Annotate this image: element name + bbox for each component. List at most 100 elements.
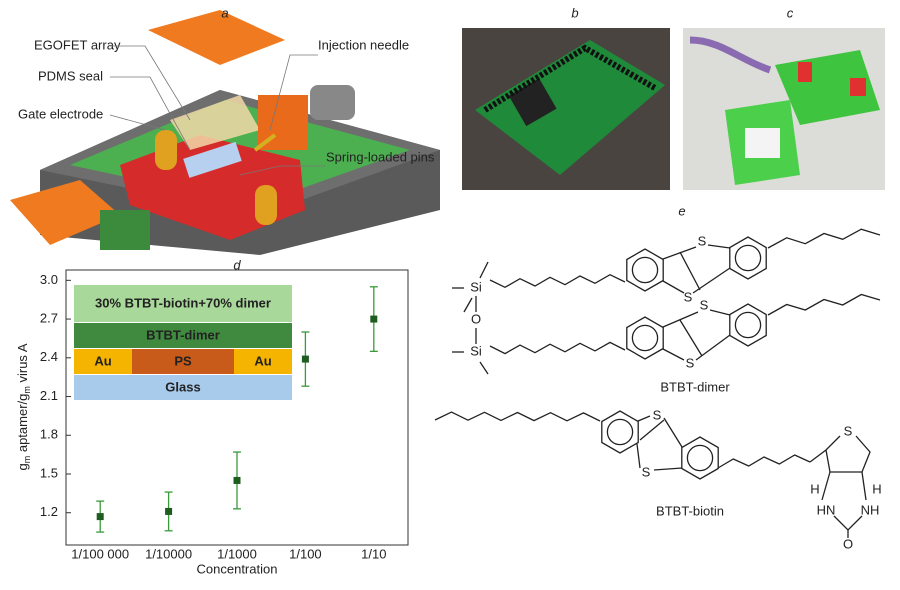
device-label: Gate electrode — [18, 106, 103, 121]
panel-label: e — [678, 203, 685, 218]
device-label: PDMS seal — [38, 68, 103, 83]
chain — [717, 454, 811, 469]
device-label: EGOFET array — [34, 37, 121, 52]
ring-inner — [606, 418, 634, 446]
atom-label: HN — [817, 502, 836, 517]
y-label-part: g — [15, 463, 30, 470]
y-label-part: virus A — [15, 343, 30, 386]
ring — [681, 436, 719, 480]
x-tick-label: 1/100 — [289, 546, 322, 561]
point — [233, 476, 241, 484]
panel-label: b — [571, 5, 578, 20]
y-axis-label: gm aptamer/gm virus A — [15, 343, 32, 470]
panel-label: d — [233, 257, 241, 272]
bond — [861, 471, 867, 501]
ring — [601, 410, 639, 454]
leader-line — [109, 114, 166, 131]
bond — [821, 471, 831, 501]
atom-label: Si — [470, 279, 482, 294]
atom-label: Si — [470, 343, 482, 358]
inset-layers — [74, 285, 292, 400]
inset-label: Au — [94, 353, 111, 368]
atom-label: S — [686, 355, 695, 370]
bond — [707, 244, 731, 249]
atom-label: O — [843, 536, 853, 551]
y-tick-label: 2.7 — [40, 310, 58, 325]
device-label: Spring-loaded pins — [326, 149, 435, 164]
chemical-structures — [434, 228, 881, 538]
atom-label: H — [872, 481, 881, 496]
bond — [825, 435, 871, 473]
bond — [639, 419, 665, 441]
atom-label: S — [844, 423, 853, 438]
point — [165, 507, 173, 515]
bond — [479, 361, 489, 375]
ring-inner — [631, 256, 659, 284]
atom-label: S — [684, 289, 693, 304]
chain — [489, 341, 626, 355]
bond — [662, 246, 697, 260]
inset-label: 30% BTBT-biotin+70% dimer — [95, 295, 271, 310]
bond — [636, 443, 641, 469]
inset-label: Glass — [165, 379, 200, 394]
bond — [662, 280, 685, 294]
atom-label: NH — [861, 502, 880, 517]
leader-line — [239, 165, 326, 176]
x-tick-label: 1/1000 — [217, 546, 257, 561]
ring-inner — [734, 311, 762, 339]
y-tick-label: 2.1 — [40, 388, 58, 403]
point — [96, 513, 104, 521]
chain — [767, 293, 881, 316]
ring — [626, 316, 664, 360]
bond — [663, 417, 683, 448]
atom-label: S — [698, 233, 707, 248]
y-label-part: aptamer/ — [15, 400, 30, 455]
panel-label: a — [221, 5, 228, 20]
y-label-part: m — [22, 456, 32, 464]
x-tick-label: 1/100 000 — [71, 546, 129, 561]
bond — [653, 467, 683, 471]
leader-line — [110, 76, 191, 151]
bond — [695, 334, 731, 361]
bond — [479, 261, 489, 279]
ring-inner — [686, 444, 714, 472]
bond — [463, 297, 473, 313]
inset-label: BTBT-dimer — [146, 327, 220, 342]
photo-board — [462, 28, 670, 190]
chain — [489, 273, 626, 289]
structure-name: BTBT-dimer — [660, 379, 730, 394]
y-tick-label: 2.4 — [40, 349, 58, 364]
atom-label: S — [653, 407, 662, 422]
y-label-part: m — [22, 386, 32, 394]
device-label: Injection needle — [318, 37, 409, 52]
y-tick-label: 1.8 — [40, 427, 58, 442]
inset-label: Au — [254, 353, 271, 368]
y-label-part: g — [15, 394, 30, 401]
chain — [434, 411, 601, 422]
bond — [662, 348, 685, 361]
bond — [692, 267, 731, 294]
chain — [767, 228, 881, 249]
x-tick-label: 1/10 — [361, 546, 386, 561]
ring-inner — [631, 324, 659, 352]
bond — [709, 309, 731, 316]
leader-line — [110, 45, 191, 121]
point — [301, 355, 309, 363]
device-illustration — [10, 10, 440, 255]
atom-label: S — [642, 464, 651, 479]
atom-label: S — [700, 297, 709, 312]
structure-name: BTBT-biotin — [656, 503, 724, 518]
inset-label: PS — [174, 353, 192, 368]
atom-label: H — [810, 481, 819, 496]
point — [370, 315, 378, 323]
atom-label: O — [471, 311, 481, 326]
ring-inner — [734, 244, 762, 272]
y-tick-label: 3.0 — [40, 272, 58, 287]
photo-device — [683, 28, 885, 190]
leader-line — [269, 54, 318, 131]
bond — [662, 311, 699, 328]
x-axis-label: Concentration — [197, 561, 278, 576]
bond — [809, 435, 841, 463]
y-tick-label: 1.5 — [40, 465, 58, 480]
